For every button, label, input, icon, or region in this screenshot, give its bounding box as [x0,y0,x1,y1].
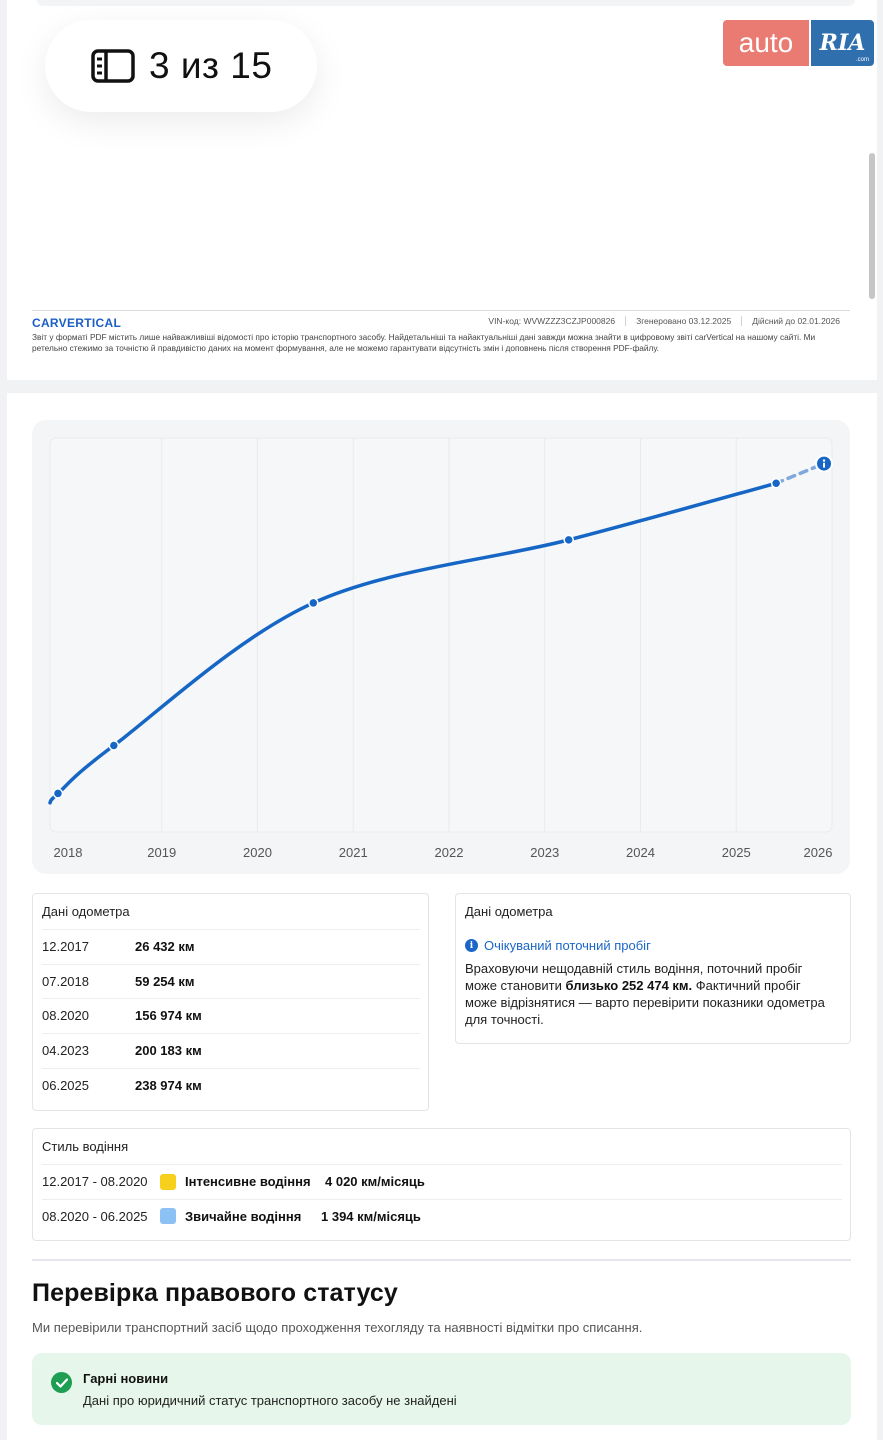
odometer-value: 156 974 км [135,1008,202,1024]
good-news-text: Дані про юридичний статус транспортного … [83,1393,457,1408]
driving-rate: 1 394 км/місяць [321,1208,421,1224]
odometer-date: 08.2020 [42,1008,89,1024]
driving-style-title: Стиль водіння [42,1139,129,1154]
page-top-strip [37,0,855,6]
scrollbar[interactable] [869,153,875,299]
driving-style-label: Інтенсивне водіння [185,1174,311,1189]
driving-style-row: 12.2017 - 08.2020 Інтенсивне водіння 4 020… [42,1164,842,1198]
x-tick-label: 2022 [435,845,464,860]
data-point [563,534,574,546]
carvertical-logo: CARVERTICAL [32,316,122,330]
ria-domain: .com [855,57,869,63]
expected-text-bold: близько 252 474 км. [565,978,693,993]
section-divider [32,1259,851,1261]
page-counter-pill[interactable]: 3 из 15 [45,20,317,112]
expected-mileage-card: Дані одометра i Очікуваний поточний проб… [455,893,851,1044]
odometer-row: 08.2020 156 974 км [42,998,420,1032]
expected-title: Дані одометра [465,904,553,919]
odometer-value: 59 254 км [135,973,195,989]
x-tick-label: 2025 [722,845,751,860]
x-tick-label: 2019 [147,845,176,860]
legal-status-title: Перевірка правового статусу [32,1279,398,1307]
odometer-value: 26 432 км [135,939,195,954]
x-tick-label: 2020 [243,845,272,860]
driving-period: 12.2017 - 08.2020 [42,1174,148,1189]
odometer-date: 06.2025 [42,1077,89,1093]
data-point [770,478,782,489]
pages-icon [91,49,135,83]
plot-area [49,437,833,833]
x-tick-label: 2023 [530,845,559,860]
mileage-chart-card: 2018 2019 2020 2021 2022 2023 2024 2025 2026 [32,420,850,874]
info-icon [822,459,826,462]
good-news-title: Гарні новини [83,1371,169,1386]
data-point [108,740,120,751]
footer-meta: VIN-код: WVWZZZ3CZJP000826 Згенеровано 0… [478,316,850,326]
odometer-date: 07.2018 [42,973,89,989]
data-point [52,788,64,799]
odometer-table: Дані одометра 12.2017 26 432 км 07.2018 59 … [32,893,429,1111]
mileage-line [48,481,778,805]
style-color-swatch [160,1173,176,1190]
expected-text-pre: Враховуючи нещодавній стиль водіння, пот… [465,961,803,993]
expected-text-post: Фактичний пробіг може відрізнятися — вар… [465,978,825,1027]
expected-heading-text: Очікуваний поточний пробіг [484,938,651,953]
driving-style-table: Стиль водіння 12.2017 - 08.2020 Інтенсивн… [32,1128,851,1241]
info-icon: i [465,939,478,952]
footer-divider [32,310,850,311]
x-tick-label: 2024 [626,845,655,860]
odometer-date: 04.2023 [42,1043,89,1059]
odometer-date: 12.2017 [42,939,89,954]
odometer-row: 04.2023 200 183 км [42,1033,420,1067]
generated-date: Згенеровано 03.12.2025 [625,316,741,326]
driving-rate: 4 020 км/місяць [325,1174,425,1189]
check-circle-icon [51,1372,72,1393]
page-counter-text: 3 из 15 [149,45,273,86]
style-color-swatch [160,1208,176,1225]
good-news-banner: Гарні новини Дані про юридичний статус т… [32,1353,851,1425]
valid-until-date: Дійсний до 02.01.2026 [741,316,850,326]
autoria-logo-auto: auto [723,20,809,66]
expected-text: Враховуючи нещодавній стиль водіння, пот… [465,960,835,1028]
pdf-page-current: 2018 2019 2020 2021 2022 2023 2024 2025 2026 Дан… [7,393,877,1440]
driving-style-label: Звичайне водіння [185,1208,302,1224]
odometer-value: 238 974 км [135,1077,202,1093]
x-tick-label: 2021 [339,845,368,860]
odometer-value: 200 183 км [135,1043,202,1059]
expected-heading: i Очікуваний поточний пробіг [465,938,651,953]
odometer-title: Дані одометра [42,904,130,919]
data-point [308,597,319,609]
x-tick-label: 2026 [804,845,833,860]
odometer-row: 12.2017 26 432 км [42,929,420,963]
vin-code: VIN-код: WVWZZZ3CZJP000826 [488,316,616,326]
mileage-chart: 2018 2019 2020 2021 2022 2023 2024 2025 2026 [48,437,834,860]
x-tick-label: 2018 [54,845,83,860]
autoria-logo-ria: RIA .com [811,20,874,66]
info-icon [823,462,826,468]
footer-disclaimer: Звіт у форматі PDF містить лише найважли… [32,332,816,353]
driving-style-row: 08.2020 - 06.2025 Звичайне водіння 1 394 к… [42,1198,842,1233]
driving-period: 08.2020 - 06.2025 [42,1208,148,1224]
odometer-row: 07.2018 59 254 км [42,963,420,998]
ria-text: RIA [819,30,866,56]
legal-status-subtitle: Ми перевірили транспортний засіб щодо пр… [32,1320,643,1335]
odometer-row: 06.2025 238 974 км [42,1067,420,1102]
